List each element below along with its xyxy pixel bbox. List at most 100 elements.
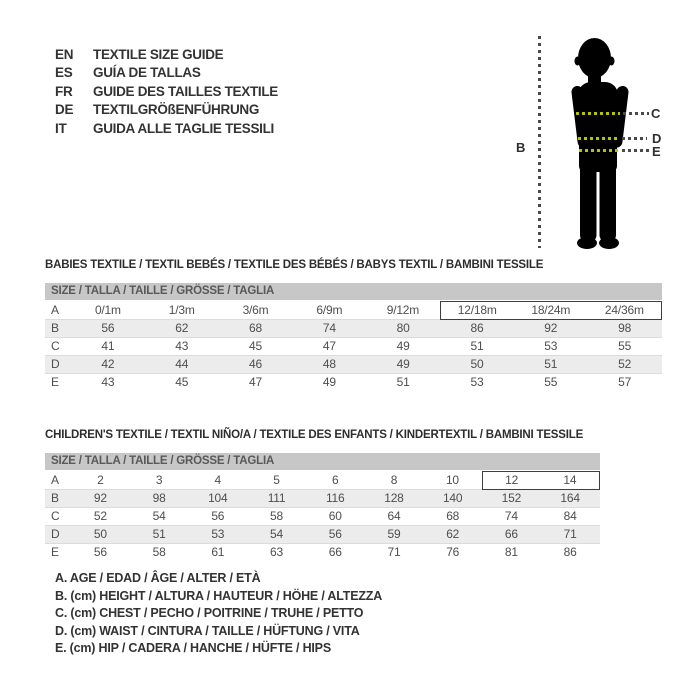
babies-table-title: BABIES TEXTILE / TEXTIL BEBÉS / TEXTILE … [45,259,544,271]
size-cell: 42 [101,357,115,371]
row-label: D [51,357,60,371]
measurement-legend: A. AGE / EDAD / ÂGE / ALTER / ETÀ B. (cm)… [55,570,382,658]
babies-size-section: BABIES TEXTILE / TEXTIL BEBÉS / TEXTILE … [45,258,662,391]
row-label: A [51,472,59,487]
size-cell: 48 [322,357,336,371]
row-label: E [51,375,59,389]
size-cell: 55 [544,375,558,389]
size-cell: 152 [501,491,522,505]
language-code: ES [55,65,73,81]
size-cell: 53 [211,527,225,541]
size-cell: 98 [618,321,632,335]
babies-table-header: SIZE / TALLA / TAILLE / GRÖSSE / TAGLIA [45,283,662,300]
size-cell: 111 [267,491,286,505]
size-cell: 92 [93,491,107,505]
size-row-a: A 0/1m 1/3m 3/6m 6/9m 9/12m 12/18m 18/24m 24/36m [45,301,662,320]
size-cell: 56 [211,509,225,523]
size-cell: 51 [544,357,558,371]
child-silhouette [571,38,629,249]
size-cell: 56 [328,527,342,541]
language-code: EN [55,47,74,62]
size-cell: 54 [270,527,283,541]
size-cell: 6/9m [316,302,343,317]
size-cell: 86 [470,321,484,335]
size-cell: 56 [101,321,115,335]
size-cell: 0/1m [94,302,121,317]
size-cell: 10 [445,472,459,487]
size-row-c: C 52 54 56 58 60 64 68 74 84 [45,508,600,526]
size-cell: 68 [249,321,262,335]
size-cell: 53 [544,339,558,353]
language-list: EN TEXTILE SIZE GUIDE ES GUÍA DE TALLAS FR GU… [55,46,278,138]
size-cell: 51 [152,527,166,541]
size-cell: 1/3m [168,302,195,317]
size-cell: 68 [446,509,460,523]
language-row: EN TEXTILE SIZE GUIDE [55,46,278,64]
legend-line: B. (cm) HEIGHT / ALTURA / HAUTEUR / HÖHE… [55,588,383,603]
size-cell: 84 [563,509,577,523]
size-cell: 49 [396,357,410,371]
size-cell: 60 [328,509,342,523]
language-title: GUIDA ALLE TAGLIE TESSILI [93,120,274,136]
language-row: ES GUÍA DE TALLAS [55,64,278,82]
size-cell: 45 [249,339,262,353]
children-size-table: A 2 3 4 5 6 8 10 12 14 B 92 98 104 111 116 128 140 152 164 C… [45,471,600,561]
waist-line-extension [622,137,647,140]
size-cell: 12 [481,471,541,490]
legend-line: A. AGE / EDAD / ÂGE / ALTER / ETÀ [55,571,261,585]
size-cell: 47 [322,339,336,353]
language-row: FR GUIDE DES TAILLES TEXTILE [55,83,278,101]
row-label: C [51,509,60,523]
size-cell: 9/12m [386,302,420,317]
size-cell: 43 [175,339,189,353]
size-cell: 81 [504,545,518,559]
size-cell: 41 [101,339,115,353]
babies-size-table: A 0/1m 1/3m 3/6m 6/9m 9/12m 12/18m 18/24m 24/36m… [45,301,662,391]
size-cell: 3/6m [242,302,269,317]
row-label: E [51,545,59,559]
size-cell: 80 [396,321,410,335]
language-row: DE TEXTILGRÖßENFÜHRUNG [55,101,278,119]
size-cell: 61 [211,545,225,559]
size-cell: 52 [93,509,107,523]
size-cell: 116 [325,491,345,505]
height-b-label: B [516,140,526,155]
waist-d-label: D [652,131,662,146]
legend-line: E. (cm) HIP / CADERA / HANCHE / HÜFTE / … [55,641,331,655]
size-cell: 56 [93,545,107,559]
size-cell: 71 [563,527,577,541]
size-cell: 63 [270,545,283,559]
size-cell: 76 [446,545,460,559]
size-cell: 66 [328,545,342,559]
size-row-b: B 92 98 104 111 116 128 140 152 164 [45,489,600,508]
height-measure-line [538,36,541,248]
size-cell: 66 [504,527,518,541]
hip-line-extension [622,149,649,152]
language-title: TEXTILE SIZE GUIDE [93,47,224,62]
size-cell: 54 [152,509,166,523]
size-cell: 51 [470,339,484,353]
language-title: GUIDE DES TAILLES TEXTILE [93,83,279,99]
language-code: FR [55,83,73,99]
size-row-b: B 56 62 68 74 80 86 92 98 [45,319,662,338]
size-row-c: C 41 43 45 47 49 51 53 55 [45,338,662,356]
size-cell: 140 [442,491,463,505]
children-size-section: CHILDREN'S TEXTILE / TEXTIL NIÑO/A / TEX… [45,428,600,561]
chest-line-on-body [576,112,620,115]
size-cell: 2 [97,472,104,487]
size-cell: 62 [175,321,189,335]
size-cell: 47 [249,375,262,389]
language-row: IT GUIDA ALLE TAGLIE TESSILI [55,120,278,138]
size-cell: 92 [544,321,558,335]
size-cell: 3 [155,472,163,487]
size-cell: 71 [387,545,401,559]
chest-line-extension [623,112,649,115]
size-cell: 49 [396,339,410,353]
size-cell: 44 [175,357,189,371]
row-label: D [51,527,60,541]
row-label: C [51,339,60,353]
row-label: A [51,302,59,317]
size-cell: 55 [618,339,632,353]
size-cell: 86 [563,545,577,559]
size-cell: 98 [152,491,166,505]
